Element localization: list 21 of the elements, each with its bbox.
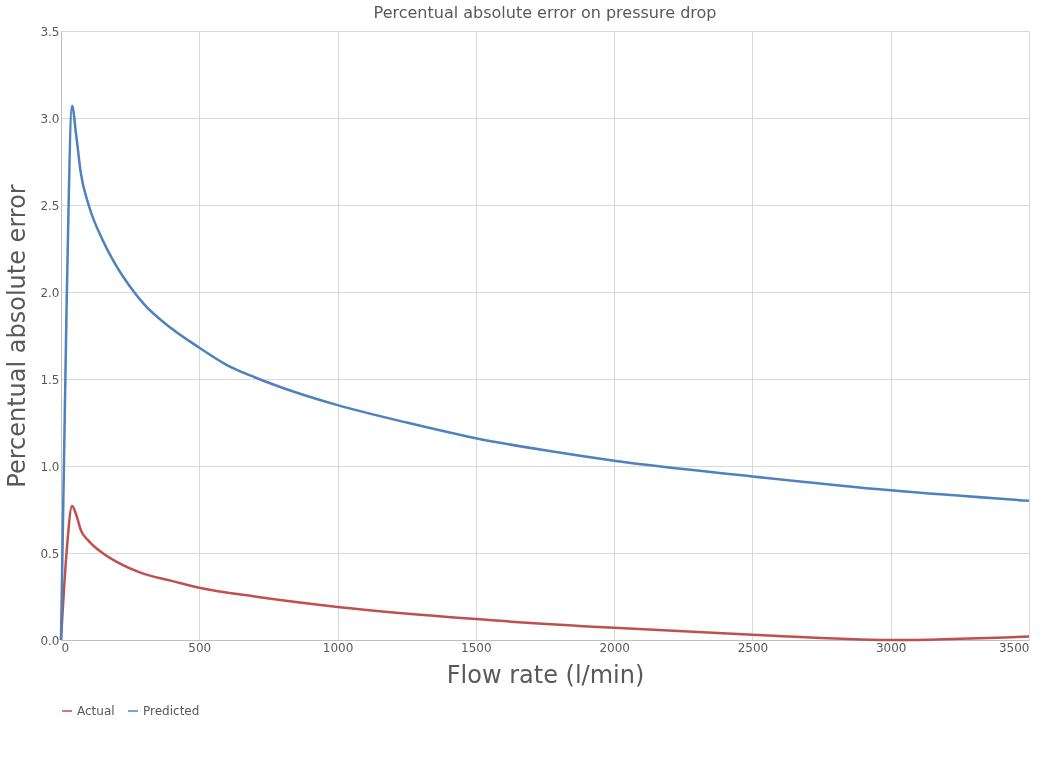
x-tick-label: 3000 (875, 640, 907, 655)
x-tick-label: 500 (188, 640, 212, 655)
y-tick-label: 1.0 (40, 459, 60, 474)
y-tick-label: 0.0 (40, 633, 60, 648)
x-tick-label: 1000 (322, 640, 354, 655)
y-tick-label: 2.0 (40, 285, 60, 300)
legend-label: Predicted (143, 704, 200, 718)
y-tick-label: 1.5 (40, 372, 60, 387)
chart-title: Percentual absolute error on pressure drop (373, 3, 717, 22)
x-tick-label: 3500 (998, 640, 1030, 655)
y-tick-label: 0.5 (40, 546, 60, 561)
x-tick-label: 0 (61, 640, 70, 655)
x-axis-title: Flow rate (l/min) (446, 660, 645, 689)
legend-label: Actual (77, 704, 115, 718)
y-tick-label: 3.5 (40, 24, 60, 39)
x-tick-label: 2000 (599, 640, 630, 655)
x-tick-label: 1500 (461, 640, 492, 655)
y-tick-label: 3.0 (40, 111, 60, 126)
y-tick-label: 2.5 (40, 198, 60, 213)
y-axis-title: Percentual absolute error (3, 184, 32, 488)
x-tick-label: 2500 (737, 640, 769, 655)
